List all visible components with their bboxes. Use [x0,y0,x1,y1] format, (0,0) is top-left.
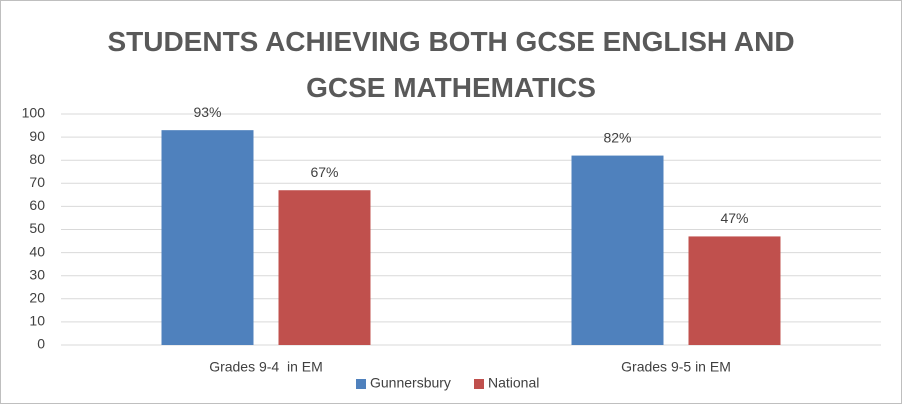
data-label: 82% [603,129,631,145]
x-tick-label: Grades 9-5 in EM [621,359,731,375]
chart-title: STUDENTS ACHIEVING BOTH GCSE ENGLISH AND… [107,26,795,103]
y-tick-label: 50 [29,220,45,236]
y-tick-label: 20 [29,290,45,306]
bar [161,130,254,345]
legend-swatch [356,379,366,389]
data-label: 47% [720,210,748,226]
bar [571,155,664,345]
y-tick-label: 70 [29,174,45,190]
legend-label: National [488,375,539,391]
x-tick-label: Grades 9-4 in EM [209,359,323,375]
y-tick-label: 40 [29,243,45,259]
legend-swatch [474,379,484,389]
y-tick-label: 60 [29,197,45,213]
data-label: 93% [193,104,221,120]
y-tick-label: 80 [29,151,45,167]
data-label: 67% [310,164,338,180]
y-tick-label: 100 [22,105,46,121]
bar [278,190,371,345]
bar [688,236,781,345]
legend-label: Gunnersbury [370,375,451,391]
y-tick-label: 90 [29,128,45,144]
y-tick-label: 30 [29,266,45,282]
y-tick-label: 0 [37,336,45,352]
y-tick-label: 10 [29,313,45,329]
